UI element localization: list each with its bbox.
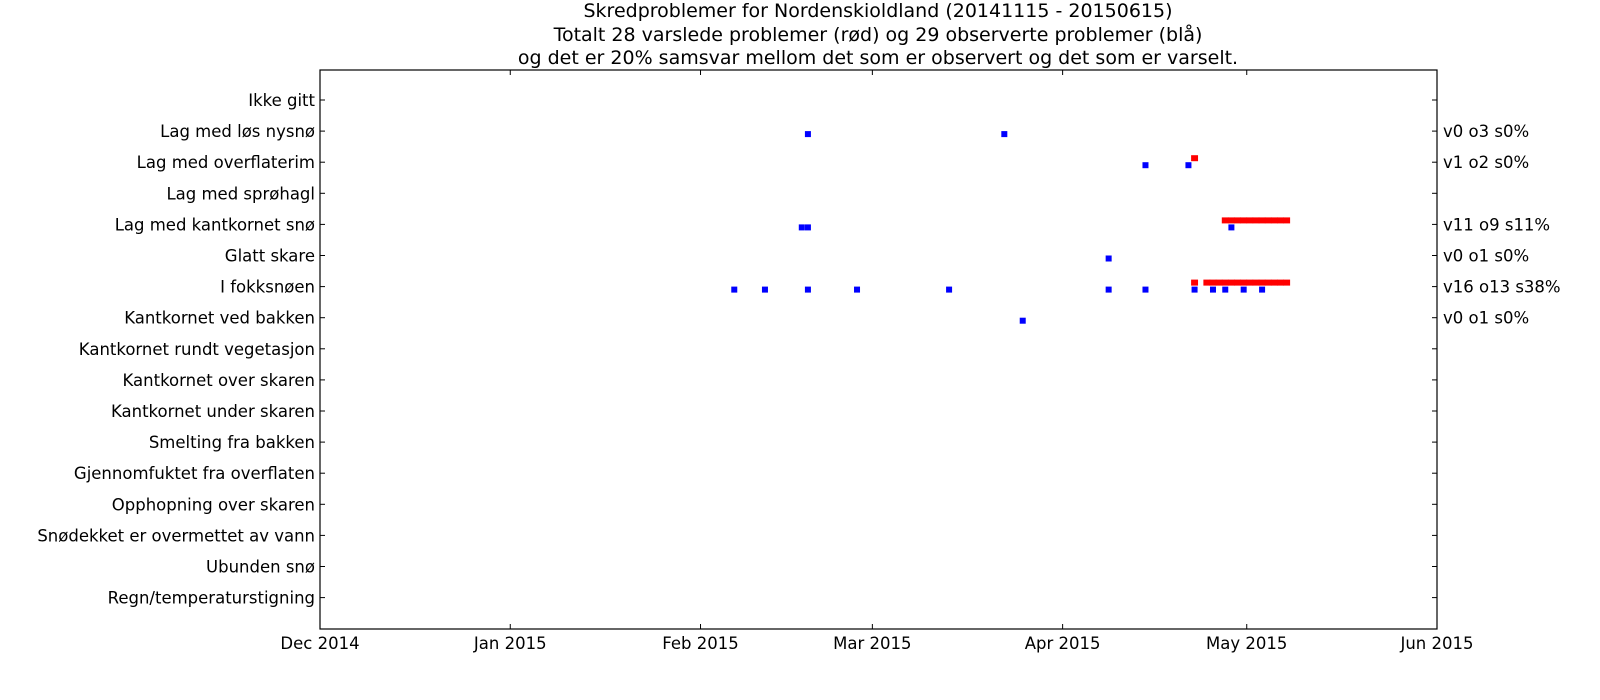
y-tick-label: Ubunden snø: [206, 558, 315, 577]
y-tick-label: Lag med løs nysnø: [160, 122, 315, 141]
chart-title: Skredproblemer for Nordenskioldland (201…: [518, 0, 1238, 69]
forecast-point: [1258, 279, 1266, 286]
forecast-point: [1234, 217, 1242, 224]
x-tick-label: Feb 2015: [662, 634, 738, 653]
forecast-point: [1277, 217, 1284, 224]
y-tick-label: Lag med sprøhagl: [166, 184, 315, 203]
x-tick-label: May 2015: [1206, 634, 1287, 653]
y-tick-label: Snødekket er overmettet av vann: [37, 526, 315, 545]
observed-point: [1259, 286, 1266, 293]
x-tick-label: Mar 2015: [833, 634, 911, 653]
forecast-point: [1252, 217, 1260, 224]
forecast-point: [1264, 217, 1272, 224]
observed-point: [1185, 162, 1192, 169]
forecast-point: [1246, 279, 1254, 286]
forecast-point: [1240, 279, 1248, 286]
forecast-point: [1191, 155, 1199, 162]
stat-label: v0 o1 s0%: [1443, 247, 1529, 266]
forecast-point: [1234, 279, 1242, 286]
y-tick-label: Kantkornet over skaren: [123, 371, 316, 390]
stat-label: v16 o13 s38%: [1443, 278, 1561, 297]
observed-point: [804, 224, 811, 231]
observed-point: [731, 286, 738, 293]
forecast-point: [1283, 217, 1291, 224]
y-tick-label: Glatt skare: [225, 247, 315, 266]
observed-point: [798, 224, 805, 231]
forecast-point: [1215, 279, 1223, 286]
x-axis: Dec 2014 Jan 2015 Feb 2015 Mar 2015 Apr 2015…: [280, 70, 1474, 653]
x-tick-label: Dec 2014: [280, 634, 359, 653]
y-tick-label: I fokksnøen: [220, 278, 315, 297]
observed-point: [1240, 286, 1247, 293]
observed-point: [1191, 286, 1198, 293]
forecast-point: [1258, 217, 1266, 224]
observed-point: [1142, 162, 1149, 169]
observed-point: [804, 286, 811, 293]
observed-point: [1105, 255, 1112, 262]
y-tick-label: Kantkornet rundt vegetasjon: [79, 340, 315, 359]
forecast-point: [1264, 279, 1272, 286]
y-tick-label: Lag med overflaterim: [137, 153, 315, 172]
observed-point: [1142, 286, 1149, 293]
observed-point: [1222, 286, 1229, 293]
stat-label: v11 o9 s11%: [1443, 215, 1550, 234]
observed-series: [731, 131, 1266, 324]
x-tick-label: Jan 2015: [473, 634, 547, 653]
right-labels: v0 o3 s0% v1 o2 s0% v11 o9 s11% v0 o1 s0% v1…: [1443, 122, 1561, 328]
forecast-point: [1277, 279, 1284, 286]
observed-point: [761, 286, 768, 293]
y-tick-label: Opphopning over skaren: [112, 495, 315, 514]
forecast-point: [1283, 279, 1291, 286]
plot-area: [319, 69, 1438, 630]
forecast-point: [1191, 279, 1199, 286]
observed-point: [1209, 286, 1216, 293]
forecast-point: [1221, 279, 1229, 286]
observed-point: [854, 286, 861, 293]
forecast-point: [1240, 217, 1248, 224]
forecast-point: [1221, 217, 1229, 224]
y-tick-label: Ikke gitt: [248, 91, 315, 110]
forecast-point: [1252, 279, 1260, 286]
forecast-point: [1246, 217, 1254, 224]
x-tick-label: Apr 2015: [1025, 634, 1101, 653]
x-tick-label: Jun 2015: [1399, 634, 1473, 653]
stat-label: v1 o2 s0%: [1443, 153, 1529, 172]
stat-label: v0 o3 s0%: [1443, 122, 1529, 141]
observed-point: [1019, 317, 1026, 324]
observed-point: [1001, 131, 1008, 138]
forecast-point: [1270, 217, 1278, 224]
y-tick-label: Kantkornet under skaren: [111, 402, 315, 421]
y-tick-label: Gjennomfuktet fra overflaten: [74, 464, 315, 483]
forecast-point: [1203, 279, 1211, 286]
observed-point: [1105, 286, 1112, 293]
y-tick-label: Lag med kantkornet snø: [115, 215, 315, 234]
forecast-point: [1227, 279, 1235, 286]
forecast-point: [1227, 217, 1235, 224]
y-tick-label: Regn/temperaturstigning: [108, 589, 315, 608]
y-tick-label: Smelting fra bakken: [149, 433, 315, 452]
title-line-3: og det er 20% samsvar mellom det som er …: [518, 47, 1238, 69]
forecast-series: [1191, 155, 1291, 286]
observed-point: [1228, 224, 1235, 231]
forecast-point: [1209, 279, 1217, 286]
title-line-1: Skredproblemer for Nordenskioldland (201…: [583, 0, 1172, 22]
y-tick-label: Kantkornet ved bakken: [124, 309, 315, 328]
title-line-2: Totalt 28 varslede problemer (rød) og 29…: [553, 23, 1203, 46]
stat-label: v0 o1 s0%: [1443, 309, 1529, 328]
observed-point: [804, 131, 811, 138]
observed-point: [946, 286, 953, 293]
forecast-point: [1270, 279, 1278, 286]
y-axis: Ikke gitt Lag med løs nysnø Lag med overfl…: [37, 91, 1437, 608]
